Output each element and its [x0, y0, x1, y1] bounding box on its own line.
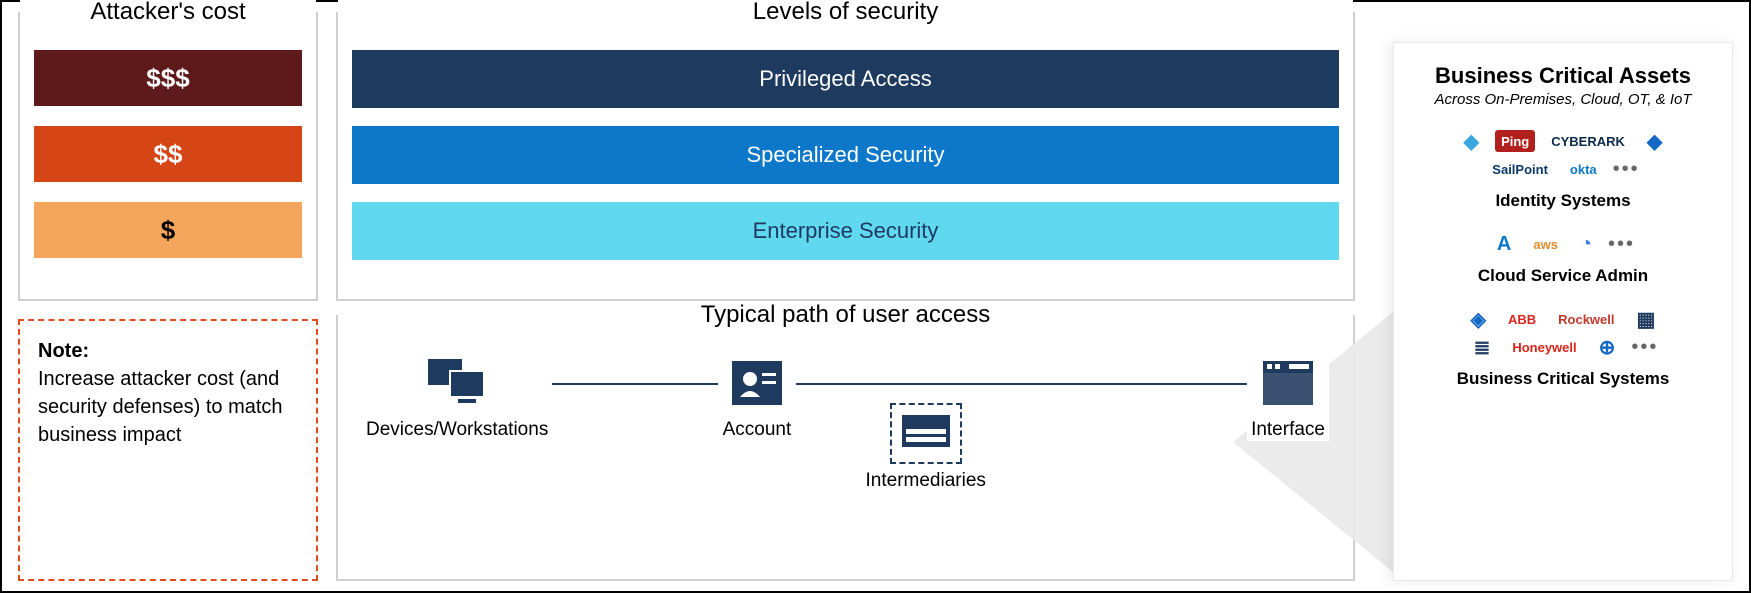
path-title: Typical path of user access	[338, 301, 1353, 329]
account-icon	[722, 353, 792, 413]
level-bar: Privileged Access	[352, 50, 1339, 108]
ellipsis-icon: •••	[1631, 336, 1658, 359]
asset-group: ◆PingCYBERARK◆SailPointokta•••Identity S…	[1457, 130, 1670, 211]
right-column: Business Critical Assets Across On-Premi…	[1373, 12, 1733, 581]
path-step-devices: Devices/Workstations	[362, 353, 552, 441]
note-box: Note: Increase attacker cost (and securi…	[18, 319, 318, 581]
assets-panel: Business Critical Assets Across On-Premi…	[1393, 42, 1733, 581]
interface-icon	[1253, 353, 1323, 413]
level-bar: Enterprise Security	[352, 202, 1339, 260]
vendor-logo: aws	[1527, 234, 1564, 256]
vendor-logo: ▦	[1631, 308, 1662, 330]
diagram-root: Attacker's cost $$$$$$ Note: Increase at…	[0, 0, 1751, 593]
asset-group-label: Cloud Service Admin	[1478, 266, 1648, 286]
path-step-label: Account	[723, 419, 792, 441]
asset-groups: ◆PingCYBERARK◆SailPointokta•••Identity S…	[1457, 108, 1670, 389]
asset-group: ◈ ABB Rockwell ▦ ≣ Honeywell ⊕ ••• Business Crit…	[1457, 308, 1670, 389]
vendor-logo: ◆	[1458, 130, 1485, 152]
attacker-cost-title: Attacker's cost	[20, 0, 316, 26]
vendor-logo: ◈	[1465, 308, 1492, 330]
vendor-logo: ◆	[1641, 130, 1668, 152]
vendor-logo: Rockwell	[1552, 308, 1620, 330]
cost-bar: $$	[34, 126, 302, 182]
path-step-label: Interface	[1251, 419, 1325, 441]
path-panel: Typical path of user access Devices/Work…	[336, 315, 1355, 581]
path-step-label: Devices/Workstations	[366, 419, 548, 441]
cost-bar: $	[34, 202, 302, 258]
ellipsis-icon: •••	[1613, 158, 1640, 181]
logo-row: ≣ Honeywell ⊕ •••	[1468, 336, 1659, 359]
levels-panel: Levels of security Privileged AccessSpec…	[336, 12, 1355, 301]
path-intermediaries: Intermediaries	[866, 403, 986, 492]
asset-group: Aaws ◔ ••• Cloud Service Admin	[1457, 233, 1670, 286]
left-column: Attacker's cost $$$$$$ Note: Increase at…	[18, 12, 318, 581]
vendor-logo: Honeywell	[1506, 337, 1582, 359]
vendor-logo: Ping	[1495, 130, 1535, 152]
vendor-logo: A	[1491, 234, 1517, 256]
vendor-logo: ≣	[1468, 337, 1497, 359]
asset-group-label: Business Critical Systems	[1457, 369, 1670, 389]
vendor-logo: ⊕	[1593, 337, 1622, 359]
assets-title: Business Critical Assets	[1435, 63, 1691, 89]
note-body: Increase attacker cost (and security def…	[38, 368, 283, 446]
vendor-logo: ◔	[1574, 234, 1598, 256]
asset-group-label: Identity Systems	[1495, 191, 1630, 211]
middle-column: Levels of security Privileged AccessSpec…	[336, 12, 1355, 581]
attacker-cost-panel: Attacker's cost $$$$$$	[18, 12, 318, 301]
logo-row: ◆ Ping CYBERARK ◆	[1458, 130, 1669, 152]
devices-icon	[422, 353, 492, 413]
vendor-logo: SailPoint	[1486, 159, 1554, 181]
intermediaries-label: Intermediaries	[866, 470, 986, 492]
ellipsis-icon: •••	[1608, 233, 1635, 256]
level-bar: Specialized Security	[352, 126, 1339, 184]
intermediaries-icon	[898, 411, 954, 451]
vendor-logo: ABB	[1502, 308, 1542, 330]
assets-subtitle: Across On-Premises, Cloud, OT, & IoT	[1434, 91, 1691, 108]
path-step-account: Account	[718, 353, 796, 441]
path-step-interface: Interface	[1247, 353, 1329, 441]
levels-bars: Privileged Access Specialized Security Ent…	[352, 50, 1339, 260]
logo-row: SailPoint okta •••	[1486, 158, 1639, 181]
intermediaries-dashed-box	[890, 403, 962, 464]
levels-title: Levels of security	[338, 0, 1353, 26]
note-heading: Note:	[38, 340, 89, 362]
vendor-logo: CYBERARK	[1545, 130, 1631, 152]
path-connector-line	[432, 383, 1259, 385]
vendor-logo: okta	[1564, 159, 1603, 181]
path-row: Devices/Workstations Account	[352, 353, 1339, 441]
cost-bar: $$$	[34, 50, 302, 106]
logo-row: Aaws ◔ •••	[1491, 233, 1635, 256]
logo-row: ◈ ABB Rockwell ▦	[1465, 308, 1662, 330]
attacker-cost-bars: $$$$$$	[34, 50, 302, 258]
